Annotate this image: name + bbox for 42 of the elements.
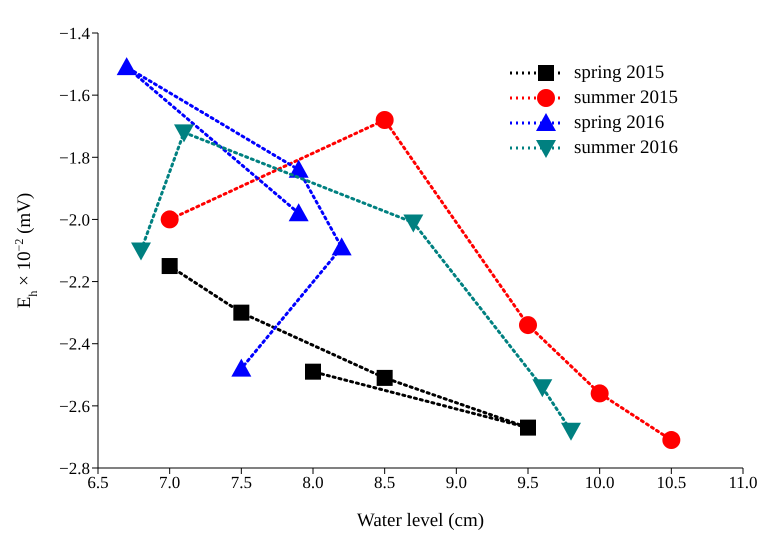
point [532, 379, 552, 398]
y-tick-label: −2.8 [59, 459, 90, 478]
x-tick-label: 10.5 [656, 473, 686, 492]
point [332, 237, 352, 256]
point [376, 370, 393, 386]
point [160, 210, 179, 228]
x-tick-label: 10.0 [584, 473, 615, 492]
point [233, 304, 250, 321]
point [288, 203, 309, 222]
x-tick-label: 9.0 [446, 473, 467, 492]
point [376, 111, 394, 129]
point [662, 431, 680, 450]
y-tick-label: −2.6 [59, 396, 90, 416]
x-tick-label: 7.0 [159, 473, 180, 492]
point [116, 57, 137, 76]
legend-label: spring 2016 [574, 112, 664, 134]
x-tick-label: 8.5 [374, 473, 396, 492]
y-tick-label: −1.6 [59, 86, 90, 106]
y-tick-label: −1.8 [59, 148, 90, 168]
y-tick-label: −2.4 [59, 334, 90, 354]
y-tick-label: −1.4 [59, 24, 90, 44]
x-tick-label: 9.5 [517, 473, 539, 492]
point [520, 420, 536, 436]
point [231, 358, 252, 377]
x-tick-label: 7.5 [230, 473, 252, 492]
point [561, 422, 581, 441]
point [403, 214, 424, 233]
legend-label: summer 2016 [574, 136, 678, 158]
point [590, 384, 609, 402]
y-tick-label: −2.0 [59, 210, 90, 230]
point [131, 242, 151, 260]
point [174, 124, 194, 142]
x-tick-label: 6.5 [87, 473, 109, 492]
point [519, 316, 537, 334]
legend-label: summer 2015 [574, 86, 678, 108]
point [305, 364, 321, 380]
x-axis-title: Water level (cm) [356, 510, 484, 531]
x-tick-label: 11.0 [728, 473, 758, 492]
legend-label: spring 2015 [574, 62, 664, 84]
point [162, 258, 178, 274]
x-tick-label: 8.0 [302, 473, 324, 492]
y-tick-label: −2.2 [59, 272, 90, 292]
